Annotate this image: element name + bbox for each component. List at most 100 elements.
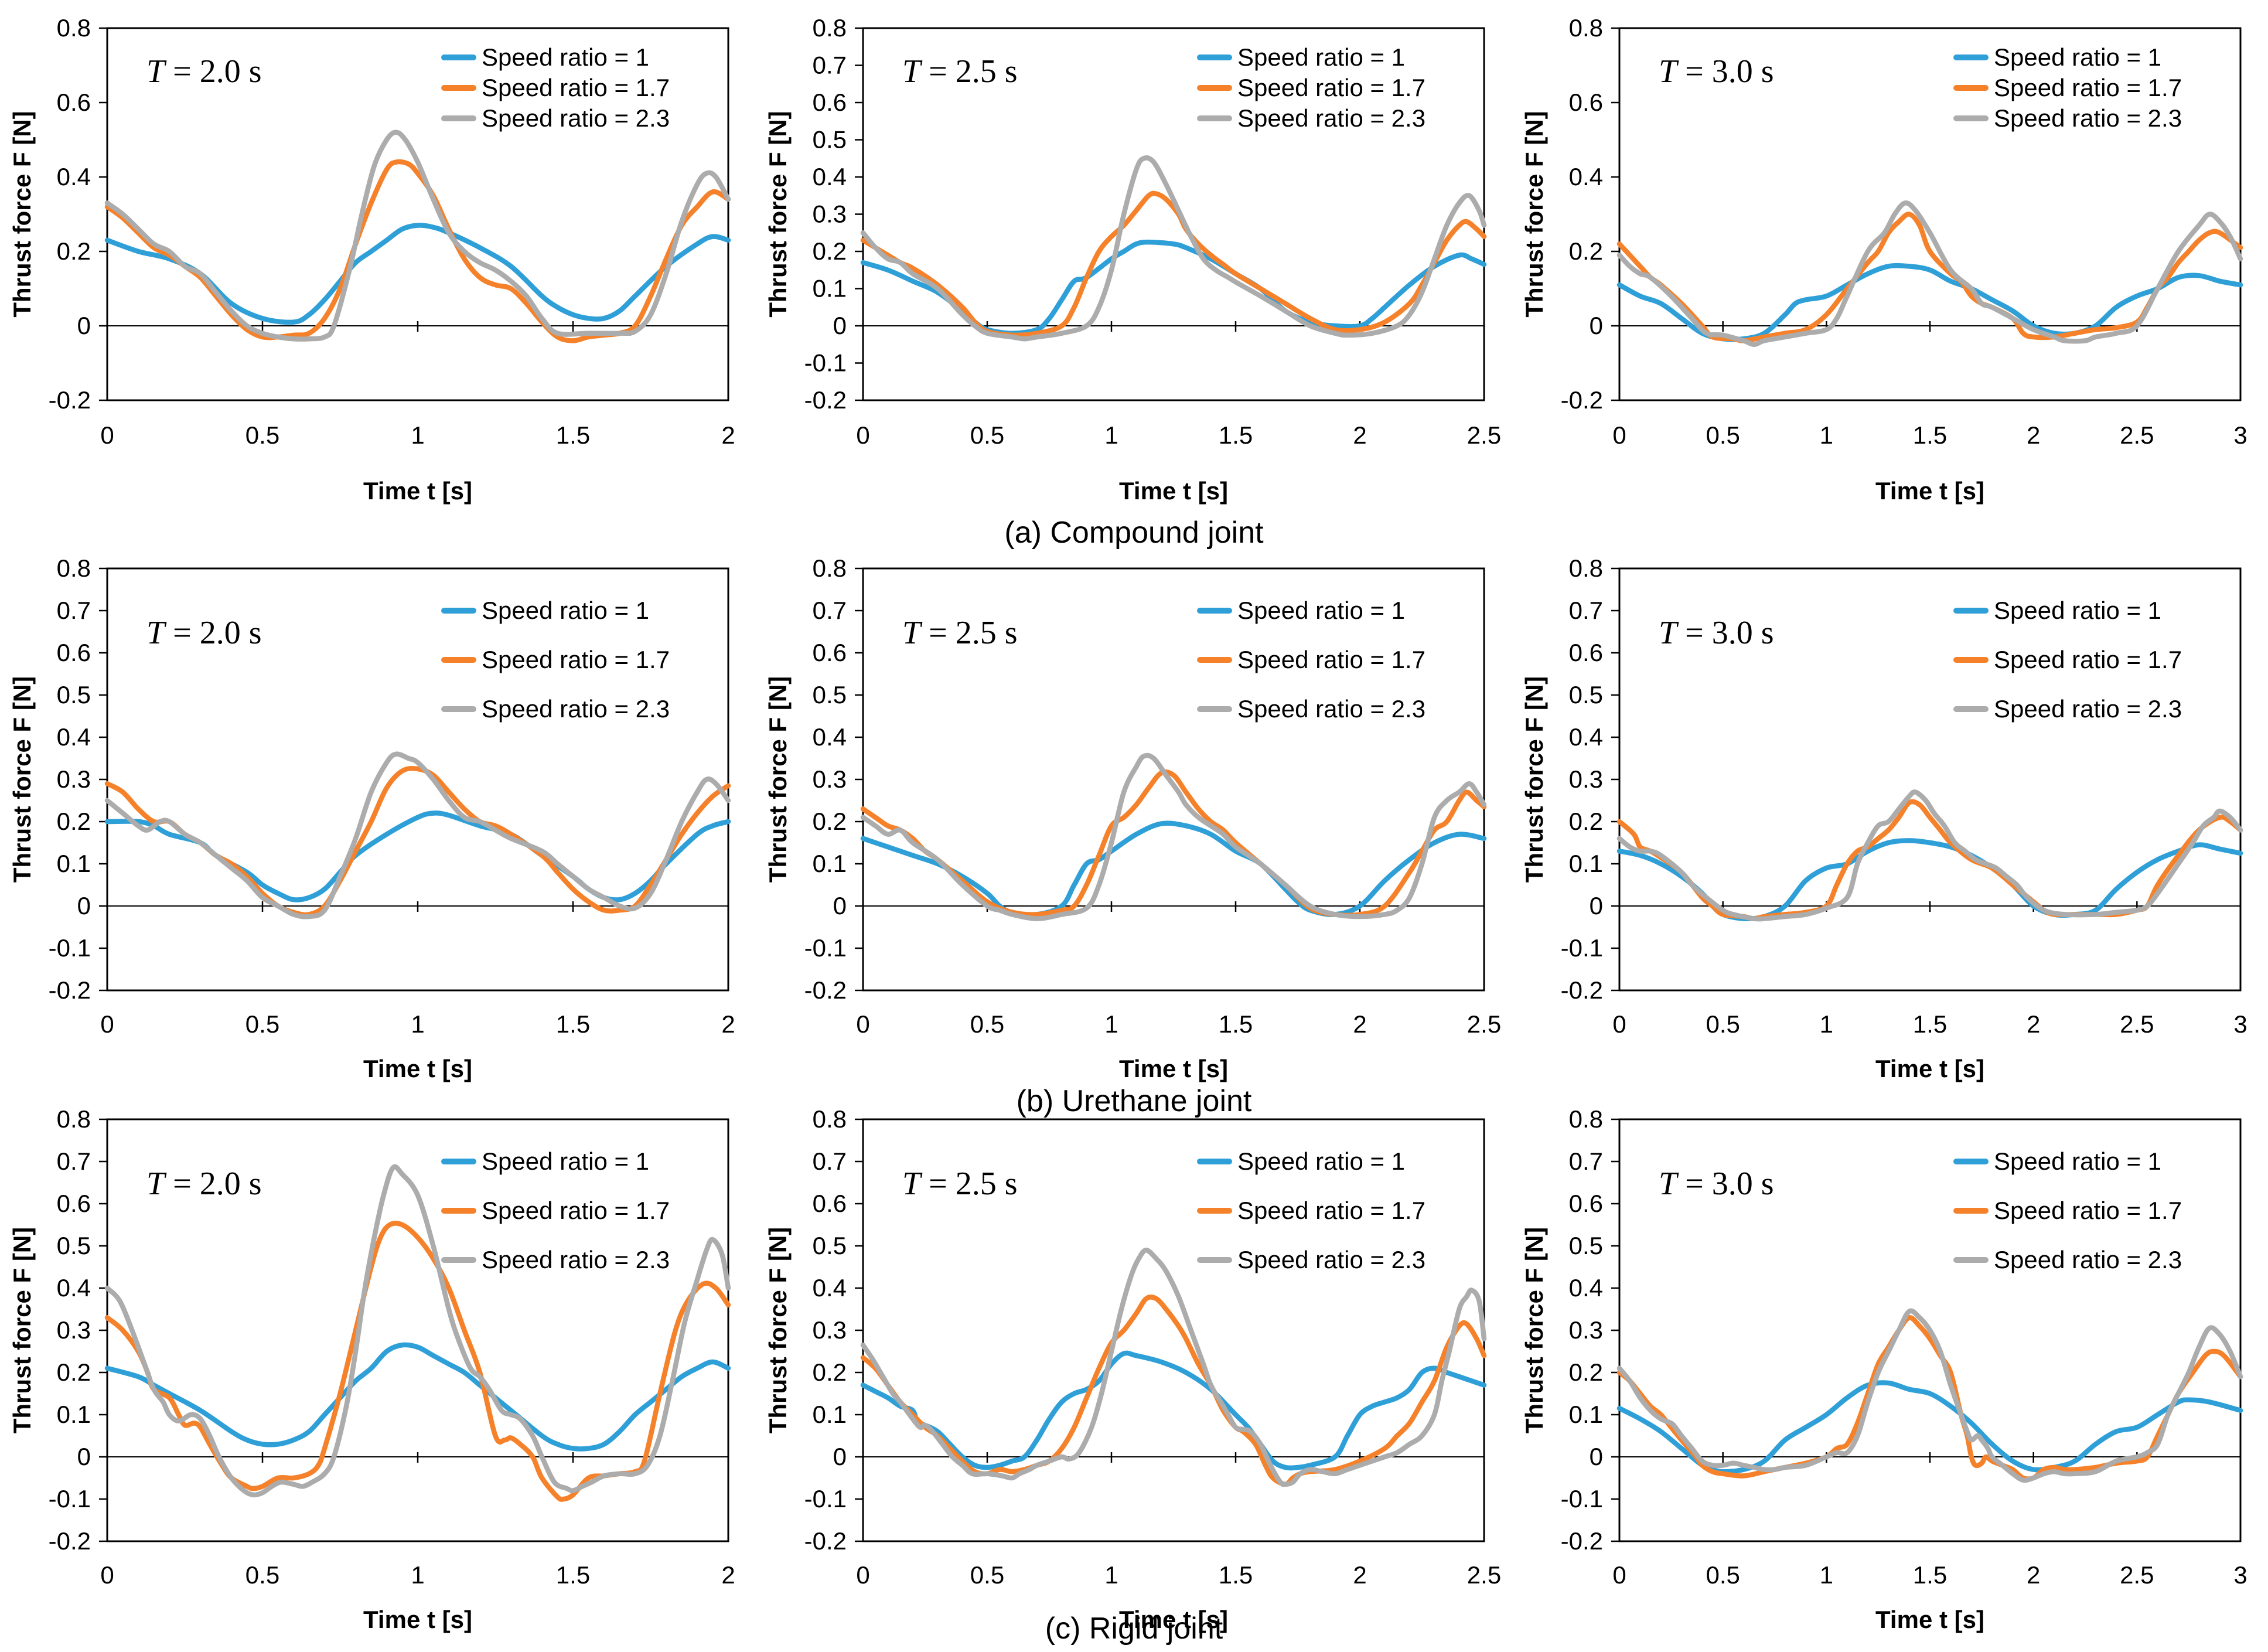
x-tick-label: 0.5 (970, 421, 1004, 449)
y-tick-label: 0.6 (1569, 639, 1603, 666)
chart-svg-urethane-t2.5: -0.2 -0.1 0 0.1 0.2 0.3 0.4 0.5 0.6 0.7 0.8 0 0.5 1 1.… (764, 554, 1501, 1082)
y-tick-label: -0.2 (49, 386, 91, 414)
y-axis-title: Thrust force F [N] (8, 111, 36, 317)
series-line-1 (104, 1342, 731, 1452)
x-axis-title: Time t [s] (363, 1606, 472, 1633)
x-tick-label: 0 (856, 421, 869, 449)
x-tick-label: 1 (1820, 1010, 1833, 1038)
y-tick-label: -0.2 (49, 1527, 91, 1555)
x-axis-labels: 0 0.5 1 1.5 2 2.5 3 (1612, 1561, 2247, 1589)
y-tick-label: 0.4 (1569, 163, 1603, 190)
chart-rigid-t3.0: -0.2 -0.1 0 0.1 0.2 0.3 0.4 0.5 0.6 0.7 0.8 0 0.5 1 1.… (1512, 1102, 2268, 1652)
chart-title: T = 3.0 s (1659, 53, 1774, 90)
y-tick-label: -0.1 (1561, 934, 1603, 962)
x-tick-label: 0.5 (245, 421, 279, 449)
legend-label-3: Speed ratio = 2.3 (1994, 695, 2182, 723)
y-axis: -0.2 -0.1 0 0.1 0.2 0.3 0.4 0.5 0.6 0.7 0.8 (804, 14, 863, 414)
y-tick-label: 0.5 (57, 1232, 91, 1259)
plot-frame (1618, 27, 2242, 401)
y-tick-label: 0.3 (1569, 1316, 1603, 1344)
legend-label-1: Speed ratio = 1 (482, 1147, 649, 1175)
x-axis-title: Time t [s] (363, 1055, 472, 1082)
y-tick-label: 0.1 (1569, 1401, 1603, 1428)
x-tick-label: 1 (411, 1010, 424, 1038)
legend-label-2: Speed ratio = 1.7 (482, 646, 670, 673)
y-tick-label: 0.1 (813, 1401, 847, 1428)
x-tick-label: 2.5 (1467, 421, 1501, 449)
y-tick-label: 0.7 (57, 597, 91, 624)
y-tick-label: 0 (77, 312, 91, 339)
y-tick-label: 0.4 (1569, 1274, 1603, 1302)
legend-label-1: Speed ratio = 1 (1237, 1147, 1405, 1175)
plot-frame (106, 27, 729, 401)
y-tick-label: 0.6 (813, 88, 847, 116)
legend-label-3: Speed ratio = 2.3 (482, 104, 670, 132)
chart-compound-t2.5: -0.2 -0.1 0 0.1 0.2 0.3 0.4 0.5 0.6 0.7 0.8 0 0.5 1 1.… (756, 0, 1512, 550)
x-tick-label: 2 (721, 421, 735, 449)
y-tick-label: 0.1 (57, 1401, 91, 1428)
chart-svg-rigid-t2.0: -0.2 -0.1 0 0.1 0.2 0.3 0.4 0.5 0.6 0.7 0.8 0 0.5 1 1.… (8, 1105, 735, 1633)
legend-label-1: Speed ratio = 1 (482, 597, 649, 624)
y-tick-label: 0 (1590, 1443, 1603, 1470)
chart-svg-compound-t3.0: -0.2 0 0.2 0.4 0.6 0.8 0 0.5 1 1.5 2 2.5 3 Thrust for… (1520, 14, 2247, 505)
x-axis-labels: 0 0.5 1 1.5 2 2.5 3 (1612, 1010, 2247, 1038)
series-line-2 (860, 769, 1487, 918)
x-axis-title: Time t [s] (1875, 1606, 1984, 1633)
legend: Speed ratio = 1 Speed ratio = 1.7 Speed ra… (441, 43, 670, 132)
y-tick-label: 0.1 (57, 850, 91, 877)
y-axis: -0.2 0 0.2 0.4 0.6 0.8 (1561, 14, 1619, 414)
legend-label-3: Speed ratio = 2.3 (482, 695, 670, 723)
x-tick-label: 0 (856, 1010, 869, 1038)
y-tick-label: -0.2 (1561, 386, 1603, 414)
y-tick-label: 0.7 (1569, 597, 1603, 624)
legend-label-1: Speed ratio = 1 (1994, 597, 2161, 624)
chart-svg-urethane-t2.0: -0.2 -0.1 0 0.1 0.2 0.3 0.4 0.5 0.6 0.7 0.8 0 0.5 1 1.… (8, 554, 735, 1082)
chart-compound-t2.0: -0.2 0 0.2 0.4 0.6 0.8 0 0.5 1 1.5 2 Thrust force F… (0, 0, 756, 550)
legend-label-3: Speed ratio = 2.3 (1237, 1246, 1425, 1273)
chart-svg-compound-t2.5: -0.2 -0.1 0 0.1 0.2 0.3 0.4 0.5 0.6 0.7 0.8 0 0.5 1 1.… (764, 14, 1501, 505)
x-tick-label: 2 (2027, 1010, 2040, 1038)
y-tick-label: 0.6 (57, 1190, 91, 1217)
y-tick-label: 0.6 (813, 1190, 847, 1217)
y-tick-label: 0.5 (1569, 1232, 1603, 1259)
x-axis-title: Time t [s] (1119, 477, 1228, 505)
series-line-2 (104, 159, 731, 343)
legend: Speed ratio = 1 Speed ratio = 1.7 Speed ra… (1953, 597, 2182, 723)
x-tick-label: 2.5 (2120, 1010, 2154, 1038)
x-tick-label: 1.5 (1219, 421, 1253, 449)
legend-label-3: Speed ratio = 2.3 (1994, 1246, 2182, 1273)
y-tick-label: 0.2 (813, 1358, 847, 1386)
legend: Speed ratio = 1 Speed ratio = 1.7 Speed ra… (1953, 43, 2182, 132)
legend-label-1: Speed ratio = 1 (1237, 597, 1405, 624)
y-axis-title: Thrust force F [N] (1520, 1227, 1548, 1433)
series-line-3 (1616, 1308, 2243, 1483)
y-tick-label: 0.8 (813, 554, 847, 582)
y-axis: -0.2 -0.1 0 0.1 0.2 0.3 0.4 0.5 0.6 0.7 0.8 (49, 1105, 107, 1555)
legend: Speed ratio = 1 Speed ratio = 1.7 Speed ra… (1197, 597, 1425, 723)
x-tick-label: 1.5 (1913, 1010, 1947, 1038)
y-tick-label: 0.5 (813, 681, 847, 709)
y-tick-label: 0.2 (1569, 808, 1603, 835)
legend-label-2: Speed ratio = 1.7 (1994, 1197, 2182, 1224)
x-tick-label: 1 (1104, 421, 1118, 449)
x-tick-label: 2.5 (2120, 421, 2154, 449)
chart-title: T = 3.0 s (1659, 615, 1774, 651)
series-line-3 (860, 1247, 1487, 1487)
y-tick-label: 0.5 (813, 1232, 847, 1259)
x-tick-label: 0.5 (1706, 1561, 1740, 1589)
x-tick-label: 1.5 (1913, 421, 1947, 449)
series-line-2 (1616, 1315, 2243, 1482)
x-tick-label: 0.5 (970, 1561, 1004, 1589)
y-tick-label: 0 (77, 1443, 91, 1470)
x-tick-label: 1.5 (1913, 1561, 1947, 1589)
x-axis-ticks (261, 901, 574, 912)
y-tick-label: 0.3 (57, 1316, 91, 1344)
y-axis-title: Thrust force F [N] (764, 676, 792, 883)
y-axis: -0.2 -0.1 0 0.1 0.2 0.3 0.4 0.5 0.6 0.7 0.8 (1561, 1105, 1619, 1555)
y-tick-label: 0.6 (813, 639, 847, 666)
y-tick-label: 0 (833, 1443, 847, 1470)
y-tick-label: 0.4 (57, 163, 91, 190)
y-tick-label: 0.2 (1569, 1358, 1603, 1386)
y-tick-label: 0.4 (57, 723, 91, 751)
x-axis-labels: 0 0.5 1 1.5 2 2.5 (856, 1561, 1501, 1589)
